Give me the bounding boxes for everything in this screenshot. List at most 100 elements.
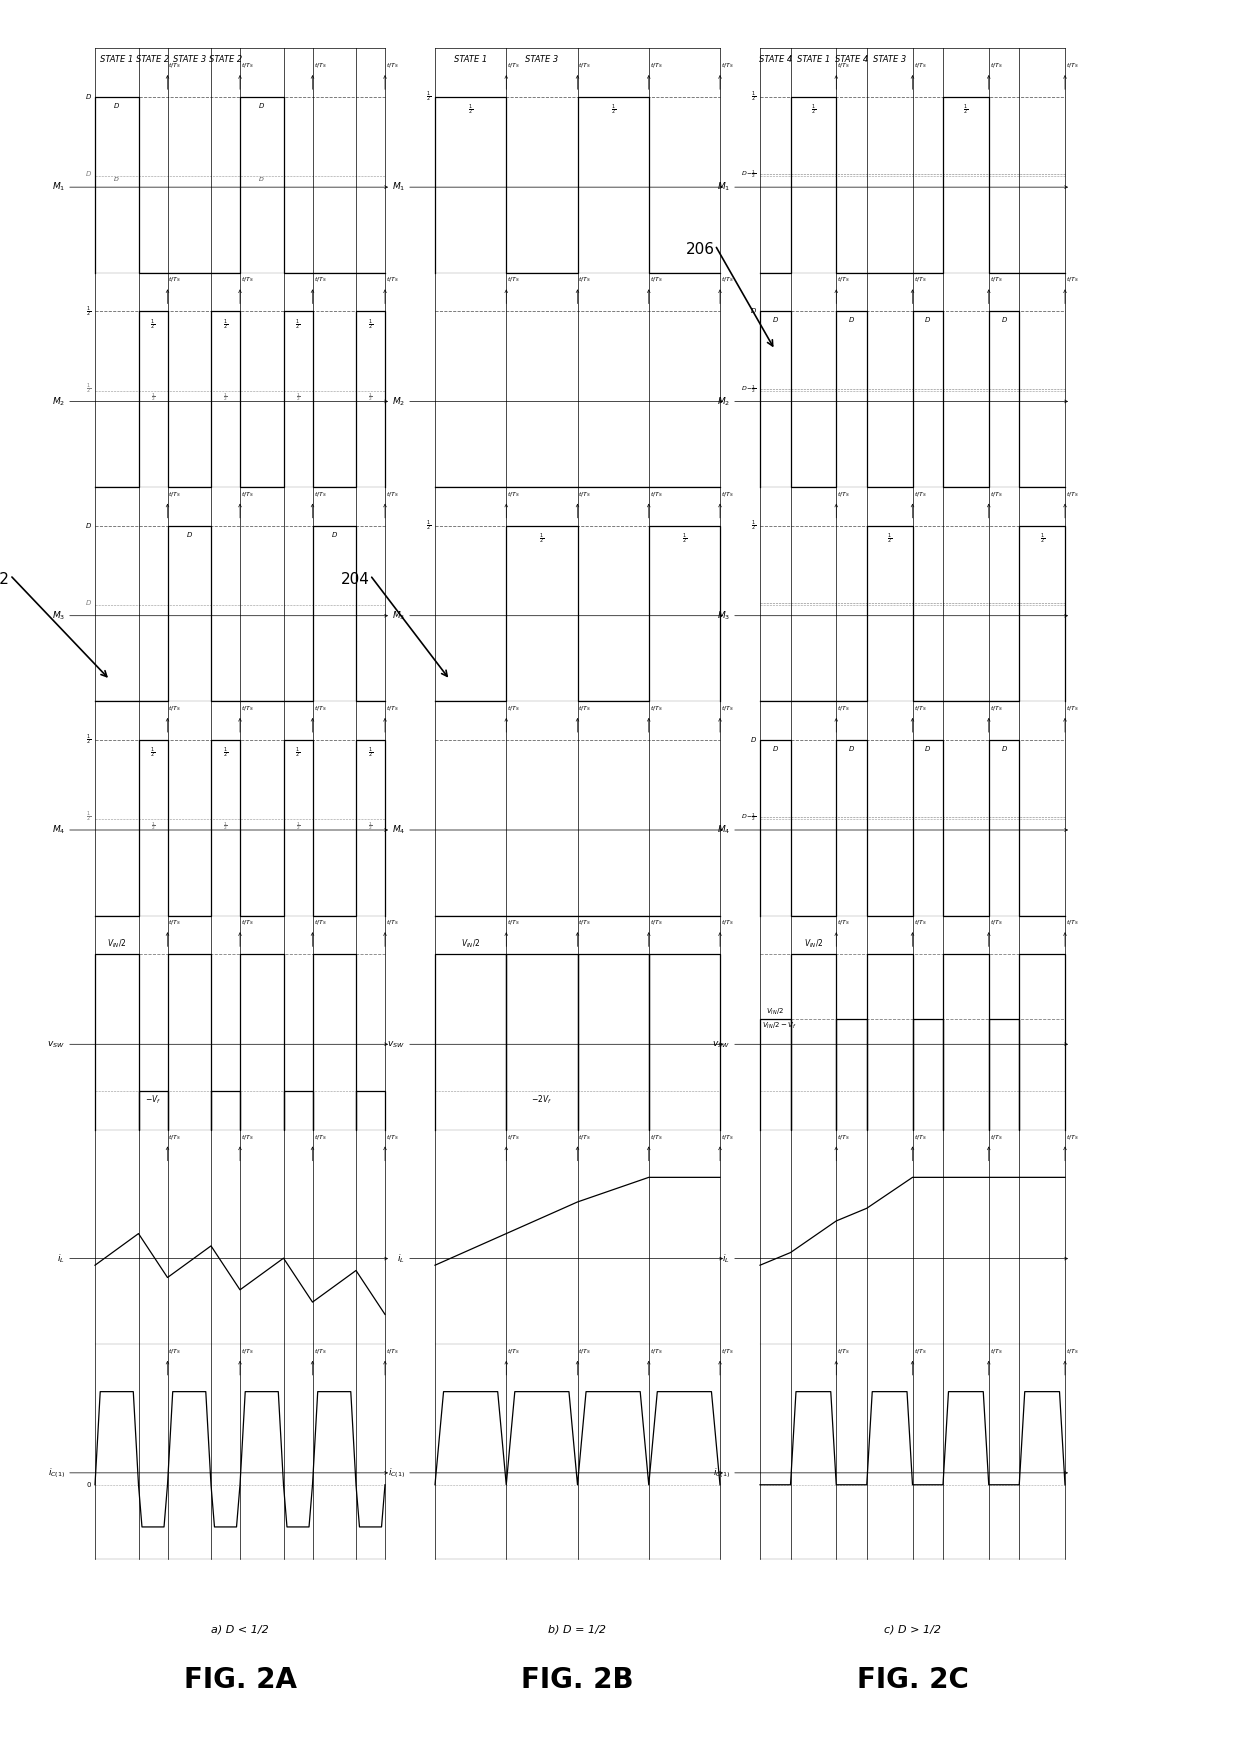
Text: D: D <box>114 176 119 181</box>
Text: $t/T_S$: $t/T_S$ <box>386 1132 399 1141</box>
Text: $M_2$: $M_2$ <box>392 394 405 409</box>
Text: $t/T_S$: $t/T_S$ <box>650 1347 662 1356</box>
Text: STATE 2: STATE 2 <box>208 56 242 65</box>
Text: $t/T_S$: $t/T_S$ <box>1066 490 1079 498</box>
Text: $\frac{1}{2}$: $\frac{1}{2}$ <box>368 391 373 403</box>
Text: $t/T_S$: $t/T_S$ <box>169 276 181 285</box>
Text: D: D <box>925 747 930 752</box>
Text: STATE 3: STATE 3 <box>526 56 558 65</box>
Text: $t/T_S$: $t/T_S$ <box>720 62 734 70</box>
Text: $-V_f$: $-V_f$ <box>145 1094 161 1106</box>
Text: $t/T_S$: $t/T_S$ <box>579 1132 591 1141</box>
Text: $t/T_S$: $t/T_S$ <box>650 1132 662 1141</box>
Text: $t/T_S$: $t/T_S$ <box>169 1132 181 1141</box>
Text: $M_1$: $M_1$ <box>52 181 64 194</box>
Text: D: D <box>86 601 91 606</box>
Text: $t/T_S$: $t/T_S$ <box>579 919 591 928</box>
Text: $t/T_S$: $t/T_S$ <box>314 919 326 928</box>
Text: STATE 1: STATE 1 <box>797 56 830 65</box>
Text: $t/T_S$: $t/T_S$ <box>386 704 399 713</box>
Text: $t/T_S$: $t/T_S$ <box>837 1347 851 1356</box>
Text: STATE 1: STATE 1 <box>454 56 487 65</box>
Text: FIG. 2B: FIG. 2B <box>521 1666 634 1694</box>
Text: $t/T_S$: $t/T_S$ <box>650 276 662 285</box>
Text: $t/T_S$: $t/T_S$ <box>579 62 591 70</box>
Text: $i_L$: $i_L$ <box>397 1252 405 1264</box>
Text: $t/T_S$: $t/T_S$ <box>650 62 662 70</box>
Text: $M_1$: $M_1$ <box>392 181 405 194</box>
Text: $t/T_S$: $t/T_S$ <box>990 1347 1003 1356</box>
Text: D: D <box>750 308 756 315</box>
Text: $t/T_S$: $t/T_S$ <box>507 704 521 713</box>
Text: $t/T_S$: $t/T_S$ <box>386 62 399 70</box>
Text: $t/T_S$: $t/T_S$ <box>241 490 254 498</box>
Text: $t/T_S$: $t/T_S$ <box>241 62 254 70</box>
Text: $-2V_f$: $-2V_f$ <box>532 1094 552 1106</box>
Text: $M_3$: $M_3$ <box>717 609 730 622</box>
Text: $t/T_S$: $t/T_S$ <box>914 704 926 713</box>
Text: $\frac{1}{2}$: $\frac{1}{2}$ <box>539 532 544 546</box>
Text: $t/T_S$: $t/T_S$ <box>990 1132 1003 1141</box>
Text: $\frac{1}{2}$: $\frac{1}{2}$ <box>751 90 756 104</box>
Text: $D\!-\!\frac{1}{2}$: $D\!-\!\frac{1}{2}$ <box>740 169 756 180</box>
Text: $v_{SW}$: $v_{SW}$ <box>387 1039 405 1050</box>
Text: $t/T_S$: $t/T_S$ <box>169 919 181 928</box>
Text: $t/T_S$: $t/T_S$ <box>1066 1132 1079 1141</box>
Text: D: D <box>849 317 854 324</box>
Text: $t/T_S$: $t/T_S$ <box>990 490 1003 498</box>
Text: $\frac{1}{2}$: $\frac{1}{2}$ <box>467 104 474 118</box>
Text: $t/T_S$: $t/T_S$ <box>507 919 521 928</box>
Text: $t/T_S$: $t/T_S$ <box>1066 1347 1079 1356</box>
Text: $t/T_S$: $t/T_S$ <box>169 1347 181 1356</box>
Text: $t/T_S$: $t/T_S$ <box>1066 919 1079 928</box>
Text: $t/T_S$: $t/T_S$ <box>507 276 521 285</box>
Text: FIG. 2A: FIG. 2A <box>184 1666 296 1694</box>
Text: $t/T_S$: $t/T_S$ <box>169 490 181 498</box>
Text: $t/T_S$: $t/T_S$ <box>314 276 326 285</box>
Text: $t/T_S$: $t/T_S$ <box>650 704 662 713</box>
Text: $t/T_S$: $t/T_S$ <box>720 704 734 713</box>
Text: $t/T_S$: $t/T_S$ <box>720 1132 734 1141</box>
Text: $t/T_S$: $t/T_S$ <box>837 276 851 285</box>
Text: $\frac{1}{2}$: $\frac{1}{2}$ <box>223 317 228 331</box>
Text: a) D < 1/2: a) D < 1/2 <box>211 1625 269 1634</box>
Text: $t/T_S$: $t/T_S$ <box>579 1347 591 1356</box>
Text: $t/T_S$: $t/T_S$ <box>169 62 181 70</box>
Text: $t/T_S$: $t/T_S$ <box>650 490 662 498</box>
Text: $t/T_S$: $t/T_S$ <box>241 1347 254 1356</box>
Text: $t/T_S$: $t/T_S$ <box>507 1132 521 1141</box>
Text: $t/T_S$: $t/T_S$ <box>386 490 399 498</box>
Text: STATE 4: STATE 4 <box>835 56 868 65</box>
Text: D: D <box>259 176 264 181</box>
Text: $t/T_S$: $t/T_S$ <box>990 62 1003 70</box>
Text: $t/T_S$: $t/T_S$ <box>314 1347 326 1356</box>
Text: $t/T_S$: $t/T_S$ <box>314 1132 326 1141</box>
Text: STATE 3: STATE 3 <box>873 56 906 65</box>
Text: $t/T_S$: $t/T_S$ <box>720 1347 734 1356</box>
Text: D: D <box>114 104 119 109</box>
Text: $t/T_S$: $t/T_S$ <box>579 490 591 498</box>
Text: D: D <box>186 532 192 537</box>
Text: $\frac{1}{2}$: $\frac{1}{2}$ <box>811 104 816 118</box>
Text: $\frac{1}{2}$: $\frac{1}{2}$ <box>295 747 300 761</box>
Text: $t/T_S$: $t/T_S$ <box>1066 62 1079 70</box>
Text: $t/T_S$: $t/T_S$ <box>507 490 521 498</box>
Text: D: D <box>331 532 337 537</box>
Text: $t/T_S$: $t/T_S$ <box>314 62 326 70</box>
Text: $\frac{1}{2}$: $\frac{1}{2}$ <box>86 810 91 824</box>
Text: $\frac{1}{2}$: $\frac{1}{2}$ <box>295 317 300 331</box>
Text: $M_2$: $M_2$ <box>717 394 730 409</box>
Text: $M_2$: $M_2$ <box>52 394 64 409</box>
Text: $t/T_S$: $t/T_S$ <box>314 490 326 498</box>
Text: $\frac{1}{2}$: $\frac{1}{2}$ <box>368 821 373 831</box>
Text: $M_4$: $M_4$ <box>52 824 64 836</box>
Text: $\frac{1}{2}$: $\frac{1}{2}$ <box>223 747 228 761</box>
Text: $t/T_S$: $t/T_S$ <box>720 276 734 285</box>
Text: $v_{SW}$: $v_{SW}$ <box>47 1039 64 1050</box>
Text: $t/T_S$: $t/T_S$ <box>507 62 521 70</box>
Text: $\frac{1}{2}$: $\frac{1}{2}$ <box>1039 532 1044 546</box>
Text: D: D <box>849 747 854 752</box>
Text: $D\!-\!\frac{1}{2}$: $D\!-\!\frac{1}{2}$ <box>740 382 756 394</box>
Text: 206: 206 <box>686 243 714 257</box>
Text: $\frac{1}{2}$: $\frac{1}{2}$ <box>963 104 968 118</box>
